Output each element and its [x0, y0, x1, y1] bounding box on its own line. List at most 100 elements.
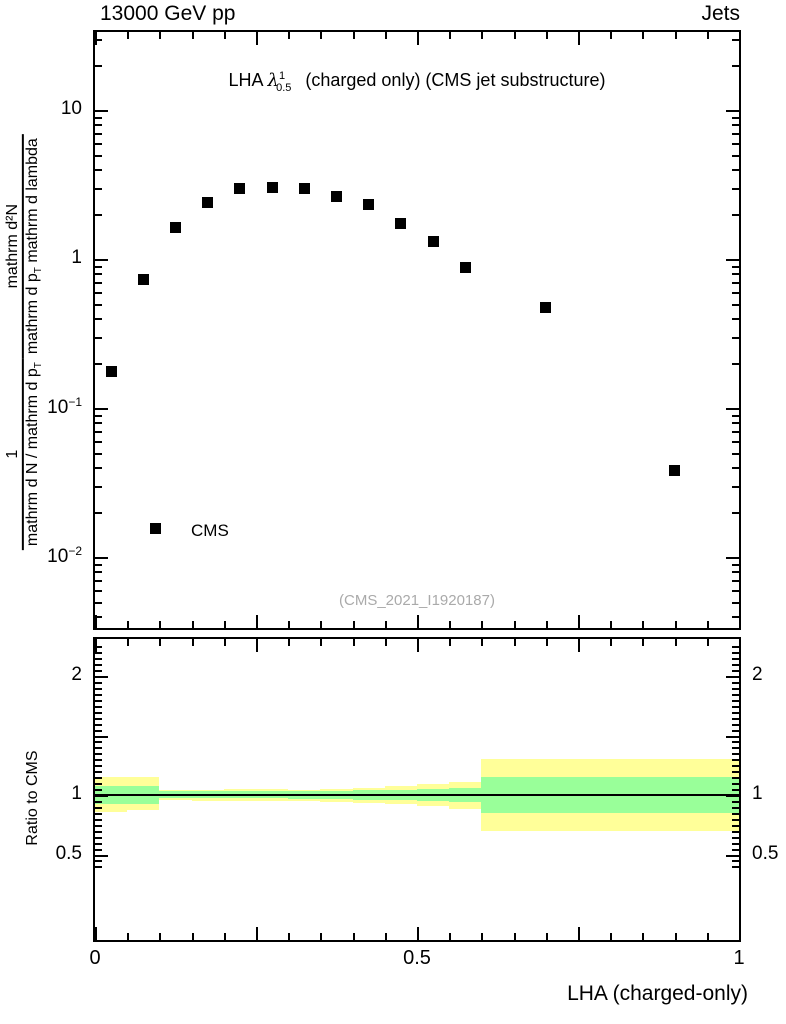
axis-tick	[95, 511, 102, 514]
main-yaxis-tick-label: 1	[71, 246, 82, 268]
axis-tick	[732, 806, 739, 809]
yaxis-outer-denominator: mathrm d N / mathrm d pT	[21, 358, 45, 551]
yaxis-inner-den-right: mathrm d lambda	[23, 138, 41, 268]
axis-tick	[95, 213, 102, 216]
axis-tick	[732, 824, 739, 827]
ratio-yaxis-tick-label-right: 1	[752, 783, 763, 804]
axis-tick	[545, 639, 548, 646]
axis-tick	[732, 717, 739, 720]
axis-tick	[95, 430, 102, 433]
axis-tick	[732, 273, 739, 276]
legend-marker-icon	[150, 523, 161, 534]
axis-tick	[95, 747, 102, 750]
axis-tick	[732, 783, 739, 786]
axis-tick	[732, 169, 739, 171]
axis-tick	[95, 336, 102, 339]
yaxis-outer-fraction: 1 mathrm d N / mathrm d pT	[4, 358, 45, 551]
axis-tick	[95, 109, 108, 112]
data-point-marker	[395, 218, 407, 230]
axis-tick	[706, 621, 709, 628]
axis-tick	[739, 615, 741, 628]
data-point-marker	[234, 183, 246, 195]
axis-tick	[726, 109, 739, 112]
axis-tick	[95, 854, 108, 857]
axis-tick	[732, 687, 739, 690]
axis-tick	[95, 741, 102, 744]
axis-tick	[95, 812, 102, 815]
axis-tick	[578, 32, 580, 45]
axis-tick	[732, 511, 739, 514]
axis-tick	[449, 32, 452, 39]
axis-tick	[95, 783, 102, 786]
axis-tick	[513, 933, 516, 940]
data-point-marker	[170, 221, 181, 233]
axis-tick	[674, 933, 677, 940]
main-yaxis-tick-labels: 10 1 10−1 10−2	[0, 30, 88, 630]
yaxis-inner-numerator: mathrm d²N	[3, 203, 21, 289]
axis-tick	[288, 32, 291, 39]
axis-tick	[732, 124, 739, 127]
plot-title-suffix: (charged only) (CMS jet substructure)	[300, 70, 606, 90]
axis-tick	[95, 818, 102, 821]
axis-tick	[159, 639, 162, 646]
axis-tick	[732, 777, 739, 780]
axis-tick	[95, 866, 102, 869]
axis-tick	[739, 32, 741, 45]
data-point-marker	[105, 365, 117, 377]
data-point-marker	[540, 302, 552, 314]
axis-tick	[726, 795, 739, 797]
axis-tick	[449, 933, 452, 940]
axis-tick	[732, 116, 739, 119]
axis-tick	[95, 658, 102, 661]
axis-tick	[159, 32, 162, 39]
ratio-yaxis-tick-label-right: 2	[752, 664, 763, 685]
axis-tick	[95, 687, 102, 690]
axis-tick	[732, 646, 739, 649]
plot-header: 13000 GeV pp Jets	[0, 0, 786, 30]
axis-tick	[732, 747, 739, 750]
axis-tick	[732, 699, 739, 702]
yaxis-outer-den-sub: T	[32, 362, 44, 369]
axis-tick	[191, 639, 194, 646]
axis-tick	[732, 414, 739, 417]
axis-tick	[732, 866, 739, 869]
lambda-subscript: 0.5	[276, 81, 292, 94]
axis-tick	[95, 169, 102, 171]
ratio-yaxis-tick-labels-right: 2 1 0.5	[746, 637, 786, 942]
axis-tick	[642, 32, 645, 39]
axis-tick	[706, 639, 709, 646]
axis-tick	[95, 753, 102, 756]
data-point-marker	[137, 273, 149, 285]
axis-tick	[732, 132, 739, 135]
plot-title-prefix: LHA	[228, 70, 268, 90]
axis-tick	[674, 639, 677, 646]
axis-tick	[95, 717, 102, 720]
axis-tick	[95, 670, 102, 673]
axis-tick	[642, 639, 645, 646]
data-point-marker	[669, 464, 681, 476]
axis-tick	[95, 771, 102, 774]
axis-tick	[674, 621, 677, 628]
axis-tick	[95, 142, 102, 145]
axis-tick	[726, 854, 739, 857]
axis-tick	[732, 589, 739, 592]
legend-label-cms: CMS	[191, 521, 229, 540]
axis-tick	[384, 32, 387, 39]
axis-tick	[95, 291, 102, 294]
analysis-category-label: Jets	[701, 2, 740, 25]
axis-tick	[223, 933, 226, 940]
axis-tick	[578, 639, 580, 652]
axis-tick	[545, 933, 548, 940]
axis-tick	[95, 735, 108, 738]
lambda-symbol: λ	[267, 70, 279, 91]
axis-tick	[256, 927, 258, 940]
axis-tick	[95, 652, 102, 655]
axis-tick	[732, 362, 739, 365]
axis-tick	[610, 32, 613, 39]
axis-tick	[642, 933, 645, 940]
axis-tick	[513, 621, 516, 628]
xaxis-tick-labels: 0 0.5 1	[89, 947, 744, 977]
axis-tick	[732, 800, 739, 803]
axis-tick	[732, 571, 739, 574]
axis-tick	[732, 765, 739, 768]
